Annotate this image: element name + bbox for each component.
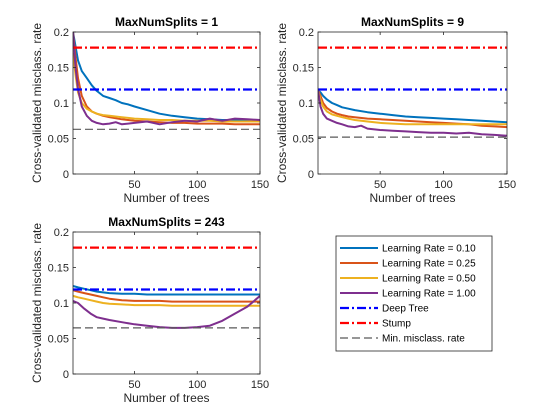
y-tick-label: 0	[63, 169, 69, 181]
legend-label: Deep Tree	[382, 304, 429, 315]
y-tick-label: 0.2	[54, 227, 69, 239]
legend-label: Learning Rate = 0.50	[382, 274, 476, 285]
series-line-learning-rate-0-25	[73, 289, 260, 303]
legend-label: Learning Rate = 1.00	[382, 289, 476, 300]
y-tick-label: 0.2	[299, 27, 314, 39]
x-axis-label: Number of trees	[369, 191, 455, 205]
y-tick-label: 0.1	[299, 98, 314, 110]
legend-item: Learning Rate = 1.00	[340, 289, 476, 300]
series-line-learning-rate-1-00	[318, 90, 507, 137]
y-tick-label: 0.1	[54, 98, 69, 110]
legend-item: Learning Rate = 0.50	[340, 274, 476, 285]
x-tick-label: 150	[251, 379, 269, 391]
x-tick-label: 150	[251, 179, 269, 191]
series-group	[73, 32, 260, 130]
series-line-learning-rate-0-50	[73, 53, 260, 123]
legend-item: Learning Rate = 0.25	[340, 259, 476, 270]
chart-title: MaxNumSplits = 9	[361, 15, 464, 29]
subplot-3: 50 100 150 0 0.05 0.1 0.15 0.2 MaxNumSplits = 24…	[30, 215, 269, 405]
series-line-learning-rate-0-50	[318, 89, 507, 126]
legend-item: Stump	[340, 319, 411, 330]
legend-item: Deep Tree	[340, 304, 429, 315]
y-tick-label: 0.15	[48, 63, 69, 75]
x-tick-label: 100	[188, 379, 206, 391]
legend-label: Learning Rate = 0.25	[382, 259, 476, 270]
y-axis-label: Cross-validated misclass. rate	[275, 23, 289, 183]
x-tick-label: 50	[128, 379, 140, 391]
legend: Learning Rate = 0.10 Learning Rate = 0.25…	[335, 235, 493, 352]
legend-label: Stump	[382, 319, 411, 330]
subplot-1: 50 100 150 0 0.05 0.1 0.15 0.2 MaxNumSplits = 1 N…	[30, 15, 269, 205]
x-tick-label: 100	[188, 179, 206, 191]
series-line-learning-rate-0-50	[73, 294, 260, 307]
x-axis-label: Number of trees	[123, 191, 209, 205]
y-tick-label: 0.05	[48, 134, 69, 146]
series-line-learning-rate-0-10	[318, 89, 507, 124]
x-tick-label: 50	[374, 179, 386, 191]
series-group	[73, 246, 260, 329]
y-tick-label: 0	[308, 169, 314, 181]
y-tick-label: 0.05	[293, 134, 314, 146]
series-line-learning-rate-0-25	[73, 32, 260, 126]
series-group	[318, 46, 507, 138]
y-axis-label: Cross-validated misclass. rate	[30, 23, 44, 183]
subplot-2: 50 100 150 0 0.05 0.1 0.15 0.2 MaxNumSplits = 9 N…	[275, 15, 516, 205]
x-tick-label: 50	[128, 179, 140, 191]
y-tick-label: 0.2	[54, 27, 69, 39]
chart-title: MaxNumSplits = 243	[108, 215, 225, 229]
series-line-learning-rate-1-00	[73, 32, 260, 126]
y-axis-label: Cross-validated misclass. rate	[30, 223, 44, 383]
plot-area	[318, 32, 507, 174]
legend-label: Learning Rate = 0.10	[382, 244, 476, 255]
y-tick-label: 0.15	[48, 263, 69, 275]
legend-item: Learning Rate = 0.10	[340, 244, 476, 255]
x-tick-label: 150	[498, 179, 516, 191]
series-line-learning-rate-1-00	[73, 295, 260, 329]
x-tick-label: 100	[434, 179, 452, 191]
chart-title: MaxNumSplits = 1	[115, 15, 218, 29]
plot-area	[73, 32, 260, 174]
x-axis-label: Number of trees	[123, 391, 209, 405]
legend-label: Min. misclass. rate	[382, 334, 465, 345]
y-tick-label: 0.1	[54, 298, 69, 310]
y-tick-label: 0.05	[48, 334, 69, 346]
y-tick-label: 0.15	[293, 63, 314, 75]
legend-item: Min. misclass. rate	[340, 334, 465, 345]
y-tick-label: 0	[63, 369, 69, 381]
subplots: 50 100 150 0 0.05 0.1 0.15 0.2 MaxNumSplits = 1 N…	[30, 15, 516, 405]
